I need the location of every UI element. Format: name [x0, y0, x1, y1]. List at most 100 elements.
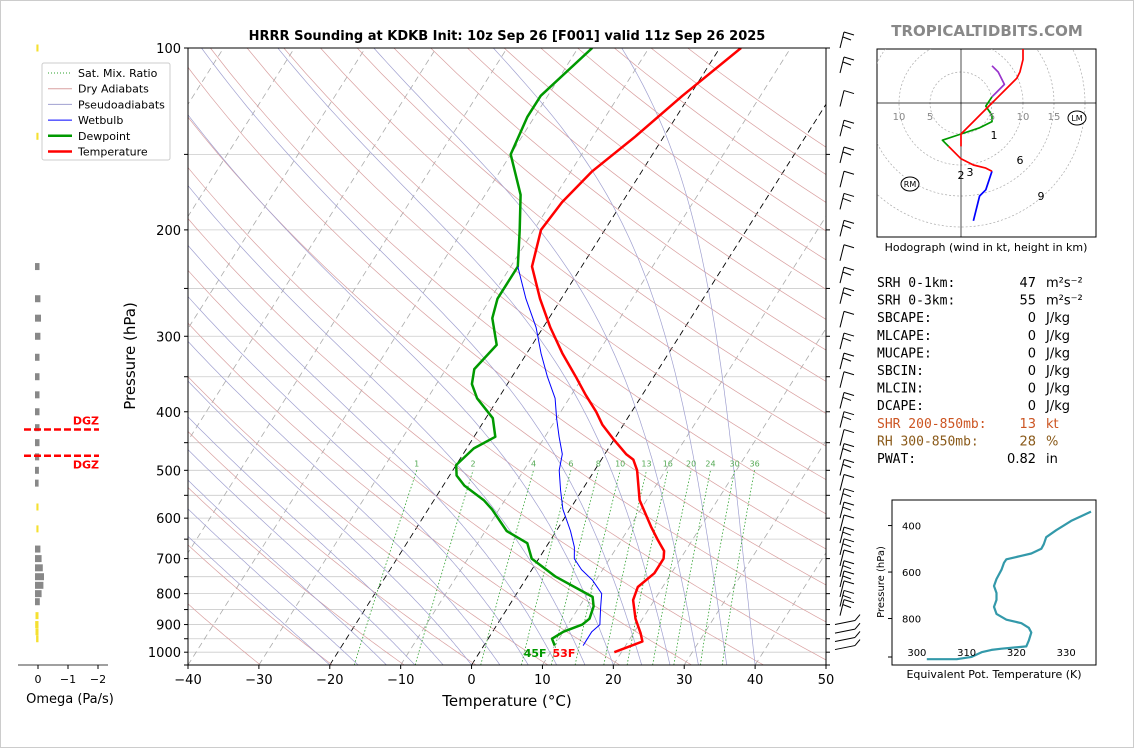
omega-bar: [35, 439, 40, 446]
y-tick-label: 700: [156, 553, 181, 568]
omega-bar-positive: [36, 635, 38, 642]
hodograph-height-label: 6: [1017, 154, 1024, 167]
mixing-ratio-label: 20: [686, 459, 696, 468]
hodograph-ring-label: 15: [1048, 112, 1061, 123]
x-tick-label: −10: [387, 673, 414, 688]
omega-bar: [35, 467, 39, 474]
omega-bar-positive: [36, 45, 38, 52]
hodograph-height-label: 1: [991, 129, 998, 142]
x-tick-label: 0: [467, 673, 475, 688]
index-value: 0: [1028, 399, 1036, 414]
x-tick-label: −30: [245, 673, 272, 688]
omega-bar: [35, 480, 39, 487]
x-tick-label: 10: [534, 673, 551, 688]
omega-bar: [35, 263, 40, 270]
mixing-ratio-label: 10: [615, 459, 625, 468]
omega-bar-positive: [36, 628, 39, 635]
omega-bar-positive: [36, 503, 38, 510]
omega-bar: [35, 295, 40, 302]
y-tick-label: 300: [156, 330, 181, 345]
index-value: 0.82: [1007, 452, 1036, 467]
x-tick-label: −20: [316, 673, 343, 688]
hodograph-ring-label: 5: [927, 112, 933, 123]
omega-bar: [35, 564, 43, 571]
index-label: SRH 0-1km:: [877, 276, 955, 291]
hodograph-frame: [877, 49, 1096, 237]
index-value: 28: [1019, 434, 1036, 449]
index-label: SBCAPE:: [877, 311, 932, 326]
index-label: PWAT:: [877, 452, 916, 467]
index-value: 0: [1028, 311, 1036, 326]
index-unit: m²s⁻²: [1046, 276, 1083, 291]
mixing-ratio-label: 4: [531, 459, 536, 468]
mixing-ratio-label: 24: [705, 459, 715, 468]
omega-bar: [35, 598, 40, 605]
y-tick-label: 400: [156, 406, 181, 421]
thetae-x-tick-label: 300: [907, 648, 926, 659]
omega-bar-positive: [36, 525, 38, 532]
index-unit: m²s⁻²: [1046, 294, 1083, 309]
mixing-ratio-label: 13: [641, 459, 651, 468]
mixing-ratio-label: 30: [730, 459, 740, 468]
index-value: 55: [1019, 294, 1036, 309]
index-row: RH 300-850mb:28%: [877, 434, 1058, 449]
index-label: RH 300-850mb:: [877, 434, 979, 449]
index-label: DCAPE:: [877, 399, 924, 414]
index-unit: J/kg: [1045, 329, 1070, 344]
index-label: MLCIN:: [877, 382, 924, 397]
omega-tick-label: −2: [90, 673, 106, 686]
omega-tick-label: −1: [60, 673, 76, 686]
thetae-x-tick-label: 330: [1057, 648, 1076, 659]
omega-bar: [35, 354, 40, 361]
thetae-ylabel: Pressure (hPa): [876, 546, 887, 618]
dgz-label: DGZ: [73, 415, 99, 428]
omega-tick-label: 0: [35, 673, 42, 686]
index-unit: J/kg: [1045, 346, 1070, 361]
skewt-xlabel: Temperature (°C): [441, 692, 571, 710]
y-tick-label: 800: [156, 588, 181, 603]
dgz-label: DGZ: [73, 459, 99, 472]
omega-bar: [35, 555, 42, 562]
omega-bar: [35, 573, 44, 580]
legend-entry: Pseudoadiabats: [78, 98, 165, 111]
x-tick-label: 30: [676, 673, 693, 688]
watermark: TROPICALTIDBITS.COM: [891, 22, 1083, 40]
hodograph-height-label: 2: [958, 169, 965, 182]
y-tick-label: 200: [156, 224, 181, 239]
omega-bar: [35, 391, 40, 398]
omega-bar: [35, 333, 40, 340]
x-tick-label: 40: [747, 673, 764, 688]
index-unit: J/kg: [1045, 382, 1070, 397]
omega-bar-positive: [36, 133, 38, 140]
thetae-xlabel: Equivalent Pot. Temperature (K): [906, 668, 1081, 681]
y-tick-label: 100: [156, 42, 181, 57]
omega-xlabel: Omega (Pa/s): [26, 692, 114, 707]
thetae-y-tick-label: 800: [902, 615, 921, 626]
omega-bar: [35, 582, 43, 589]
surface-dewpoint-label: 45F: [524, 647, 547, 660]
index-label: SBCIN:: [877, 364, 924, 379]
x-tick-label: −40: [174, 673, 201, 688]
hodograph-ring-label: 5: [989, 112, 995, 123]
skewt-ylabel: Pressure (hPa): [121, 302, 139, 410]
index-unit: J/kg: [1045, 364, 1070, 379]
index-label: SHR 200-850mb:: [877, 417, 987, 432]
thetae-x-tick-label: 310: [957, 648, 976, 659]
y-tick-label: 900: [156, 619, 181, 634]
mixing-ratio-label: 16: [663, 459, 673, 468]
mixing-ratio-label: 36: [749, 459, 759, 468]
hodograph-height-label: 9: [1038, 190, 1045, 203]
mixing-ratio-label: 6: [568, 459, 573, 468]
legend-entry: Temperature: [77, 146, 148, 159]
index-unit: J/kg: [1045, 311, 1070, 326]
thetae-y-tick-label: 600: [902, 568, 921, 579]
legend-entry: Dewpoint: [78, 130, 131, 143]
legend-entry: Sat. Mix. Ratio: [78, 67, 158, 80]
index-value: 47: [1019, 276, 1036, 291]
hodograph-ring-label: 10: [1017, 112, 1030, 123]
